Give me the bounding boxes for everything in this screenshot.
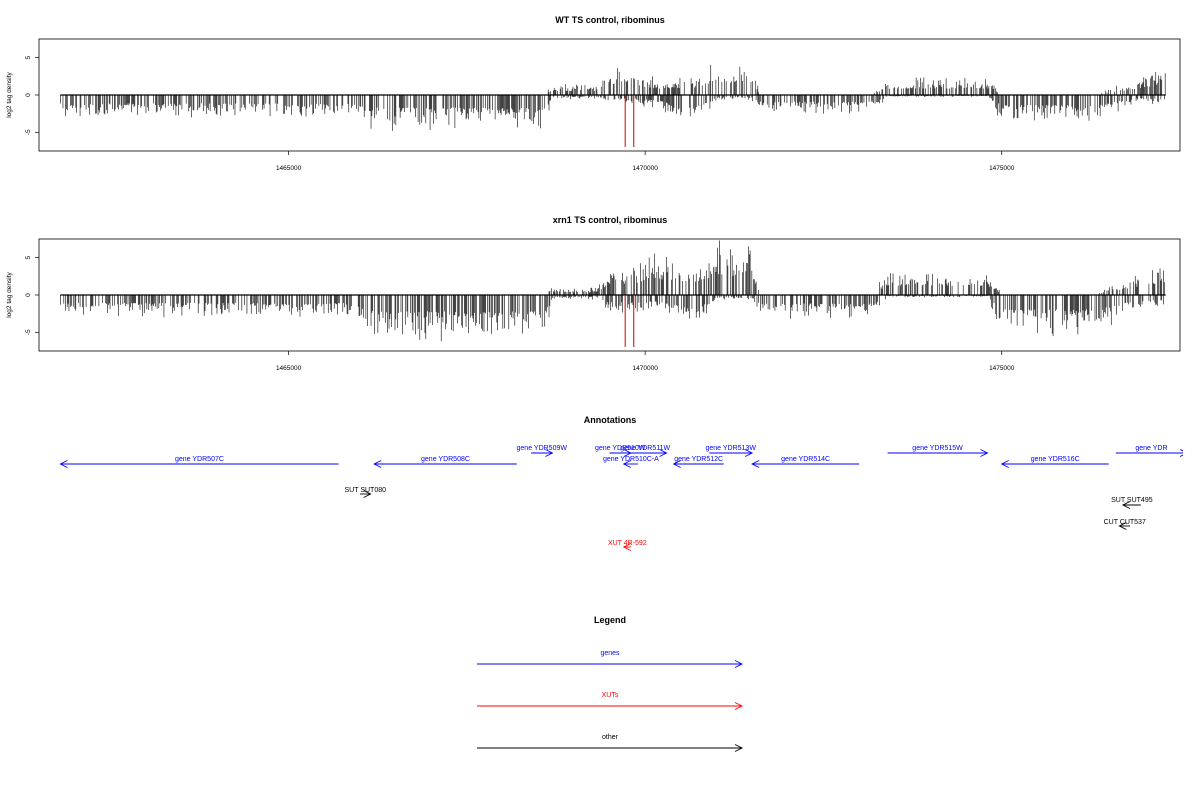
wt-axis-ticks: 1465000 1470000 1475000 -5 0 5 — [25, 55, 1015, 172]
xrn1-y-tick-label: 0 — [25, 293, 32, 297]
legend-item-arrowhead — [734, 660, 744, 668]
xrn1-axis-ticks: 1465000 1470000 1475000 -5 0 5 — [25, 255, 1015, 372]
feature-label: gene YDR507C — [175, 456, 224, 463]
xrn1-panel-title: xrn1 TS control, ribominus — [553, 215, 668, 225]
feature-arrowhead — [59, 460, 68, 468]
legend-item-arrowhead — [734, 702, 744, 710]
wt-density-bars — [60, 64, 1166, 131]
wt-reference-lines — [624, 95, 635, 147]
annotation-feature: gene YDR516C — [1000, 456, 1109, 468]
wt-x-tick-label: 1465000 — [276, 165, 302, 172]
wt-plot-frame — [38, 38, 1181, 152]
xrn1-y-axis-label: log2 tag density — [6, 271, 13, 317]
annotation-feature: SUT SUT495 — [1111, 497, 1153, 509]
feature-label: gene YDR513W — [705, 445, 756, 452]
legend-item: genes — [477, 650, 744, 668]
annotation-feature: SUT SUT080 — [345, 487, 387, 498]
feature-label: gene YDR514C — [781, 456, 830, 463]
legend-title: Legend — [594, 615, 626, 625]
feature-label: XUT 4R-592 — [608, 540, 647, 547]
xrn1-y-tick-label: -5 — [25, 329, 32, 335]
feature-arrowhead — [1179, 449, 1183, 457]
feature-label: gene YDR510C-A — [603, 456, 659, 463]
feature-label: gene YDR509W — [517, 445, 568, 452]
feature-label: CUT CUT537 — [1104, 519, 1146, 526]
feature-arrowhead — [622, 460, 631, 468]
annotation-feature: gene YDR508C — [373, 456, 517, 468]
feature-arrowhead — [659, 449, 668, 457]
wt-y-axis-label: log2 tag density — [6, 71, 13, 117]
feature-arrowhead — [622, 543, 631, 551]
xrn1-x-tick-label: 1470000 — [633, 365, 659, 372]
annotation-feature: gene YDR513W — [705, 445, 756, 457]
feature-arrowhead — [751, 460, 760, 468]
xrn1-x-tick-label: 1475000 — [989, 365, 1015, 372]
feature-label: gene YDR511W — [620, 445, 670, 452]
legend-item-label: other — [602, 734, 619, 741]
wt-y-tick-label: -5 — [25, 129, 32, 135]
legend: Legend genes XUTs other — [477, 615, 744, 752]
annotation-feature: gene YDR511W — [620, 445, 671, 457]
legend-item-arrowhead — [734, 744, 744, 752]
feature-arrowhead — [672, 460, 681, 468]
feature-label: gene YDR516C — [1031, 456, 1080, 463]
legend-item-label: XUTs — [602, 692, 619, 699]
feature-arrowhead — [363, 490, 372, 498]
wt-panel-title: WT TS control, ribominus — [555, 15, 665, 25]
annotation-feature: gene YDR510C-A — [603, 456, 659, 468]
annotation-feature: gene YDR512C — [672, 456, 724, 468]
legend-item: XUTs — [477, 692, 744, 710]
feature-arrowhead — [1000, 460, 1009, 468]
annotation-feature: gene YDR509W — [517, 445, 568, 457]
xrn1-y-tick-label: 5 — [25, 255, 32, 259]
feature-label: gene YDR515W — [912, 445, 963, 452]
annotation-feature: CUT CUT537 — [1104, 519, 1146, 530]
legend-item-label: genes — [600, 650, 620, 657]
wt-y-tick-label: 0 — [25, 93, 32, 97]
feature-arrowhead — [1121, 501, 1131, 509]
feature-arrowhead — [980, 449, 989, 457]
wt-x-tick-label: 1475000 — [989, 165, 1015, 172]
annotation-feature: XUT 4R-592 — [608, 540, 647, 551]
feature-label: gene YDR510W — [595, 445, 646, 452]
xrn1-density-bars — [60, 240, 1165, 342]
xrn1-panel: xrn1 TS control, ribominus log2 tag dens… — [6, 215, 1181, 372]
legend-item: other — [477, 734, 744, 752]
feature-label: gene YDR — [1135, 445, 1167, 452]
xrn1-plot-frame — [38, 238, 1181, 352]
wt-y-tick-label: 5 — [25, 55, 32, 59]
annotation-feature: gene YDR — [1115, 445, 1183, 457]
wt-panel: WT TS control, ribominus log2 tag densit… — [6, 15, 1181, 172]
annotations-title: Annotations — [584, 415, 637, 425]
feature-label: gene YDR512C — [674, 456, 723, 463]
feature-label: gene YDR508C — [421, 456, 470, 463]
wt-x-tick-label: 1470000 — [633, 165, 659, 172]
annotation-feature: gene YDR507C — [59, 456, 339, 468]
annotation-features: gene YDR507C gene YDR508C gene YDR509W gene… — [59, 445, 1183, 551]
xrn1-x-tick-label: 1465000 — [276, 365, 302, 372]
annotation-feature: gene YDR514C — [751, 456, 860, 468]
feature-label: SUT SUT495 — [1111, 497, 1153, 504]
feature-arrowhead — [545, 449, 554, 457]
feature-arrowhead — [744, 449, 754, 457]
feature-arrowhead — [373, 460, 382, 468]
annotation-feature-group: gene YDR507C gene YDR508C gene YDR509W gene… — [59, 445, 1183, 551]
annotation-track: Annotations gene YDR507C gene YDR508Cgene… — [59, 415, 1183, 551]
feature-label: SUT SUT080 — [345, 487, 387, 494]
feature-arrowhead — [1118, 522, 1127, 530]
xrn1-reference-lines — [624, 295, 635, 347]
annotation-feature: gene YDR515W — [887, 445, 989, 457]
legend-items: genes XUTs other — [477, 650, 744, 752]
